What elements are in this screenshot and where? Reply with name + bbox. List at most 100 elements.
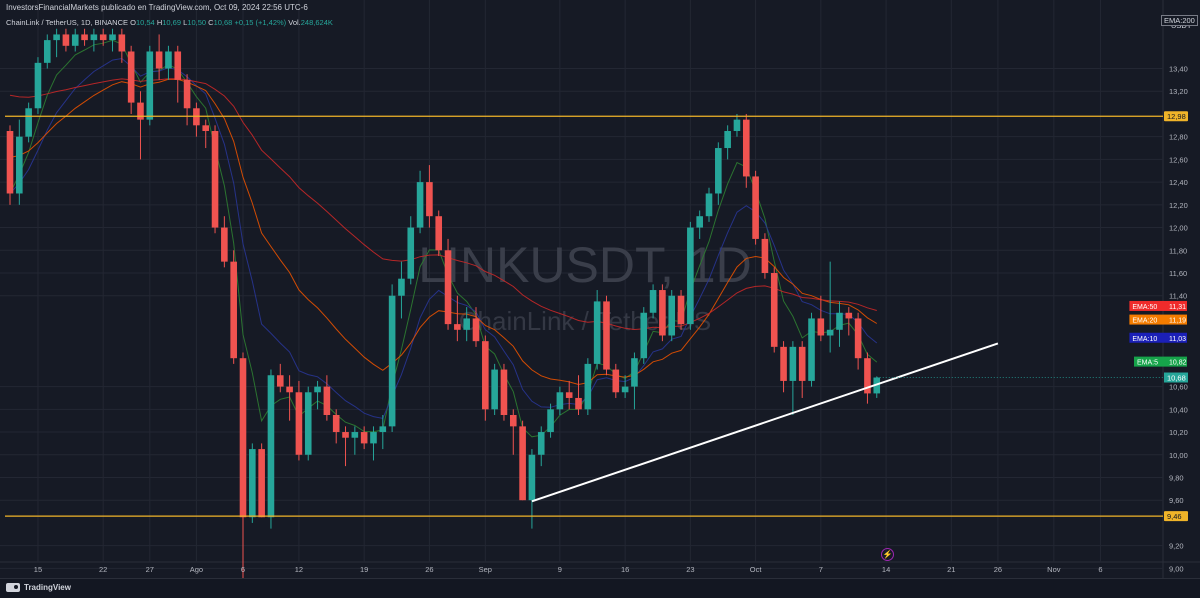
drawings xyxy=(5,115,1163,517)
price-tick-label: 9,80 xyxy=(1169,473,1184,482)
close-value: 10,68 xyxy=(213,18,233,27)
candle-body xyxy=(6,131,14,194)
high-label: H xyxy=(156,18,163,27)
footer: TradingView xyxy=(0,578,1200,598)
last-price-label: 10,68 xyxy=(1167,374,1186,383)
time-tick-label: Sep xyxy=(479,565,492,574)
candle-body xyxy=(659,290,666,336)
candle-body xyxy=(593,301,601,364)
price-tick-label: 10,20 xyxy=(1169,428,1188,437)
lightning-icon[interactable]: ⚡ xyxy=(881,548,894,561)
candle-body xyxy=(584,363,592,410)
time-tick-label: 14 xyxy=(882,565,890,574)
price-tick-label: 9,60 xyxy=(1169,496,1184,505)
candle-body xyxy=(547,409,554,433)
candle-body xyxy=(528,454,536,501)
time-tick-label: 27 xyxy=(146,565,154,574)
candle-body xyxy=(25,108,32,137)
time-tick-label: Ago xyxy=(190,565,203,574)
candle-body xyxy=(99,34,107,41)
ema-tag-label: EMA:10 xyxy=(1132,336,1157,343)
tradingview-brand: TradingView xyxy=(24,583,71,592)
time-tick-label: 21 xyxy=(947,565,955,574)
candle-body xyxy=(239,358,247,518)
time-tick-label: 7 xyxy=(819,565,823,574)
candles xyxy=(6,28,881,586)
candle-body xyxy=(276,375,284,387)
volume-label: Vol. xyxy=(288,18,301,27)
price-tick-label: 11,80 xyxy=(1169,246,1187,255)
candle-body xyxy=(407,227,415,279)
grid-lines xyxy=(0,0,1200,578)
candle-body xyxy=(416,182,424,228)
price-tick-label: 12,60 xyxy=(1169,155,1188,164)
candle-body xyxy=(109,34,116,41)
candle-body xyxy=(789,346,797,381)
candle-body xyxy=(16,136,23,194)
price-tick-label: 12,80 xyxy=(1169,133,1188,142)
candle-body xyxy=(649,290,657,313)
time-axis[interactable]: 15 22 27 Ago 6 12 19 26 Sep 9 16 23 Oct 7 14 21 26 Nov 6 xyxy=(34,565,1103,574)
high-value: 10,69 xyxy=(162,18,182,27)
candle-body xyxy=(71,34,79,46)
candle-body xyxy=(621,386,629,393)
price-tick-label: 10,00 xyxy=(1169,451,1188,460)
candle-body xyxy=(426,182,433,217)
close-label: C xyxy=(208,18,214,27)
candle-body xyxy=(509,415,517,427)
candle-body xyxy=(556,392,564,410)
candle-body xyxy=(258,449,265,518)
time-tick-label: 16 xyxy=(621,565,629,574)
candle-body xyxy=(267,375,275,518)
candle-body xyxy=(668,295,676,336)
symbol-desc[interactable]: ChainLink / TetherUS, 1D, BINANCE xyxy=(6,18,128,27)
candle-body xyxy=(491,369,498,410)
ema-20-line xyxy=(9,78,878,386)
candle-body xyxy=(379,426,387,433)
candle-body xyxy=(444,250,452,325)
candle-body xyxy=(332,415,340,433)
ema-tag-value: 11,19 xyxy=(1169,318,1186,325)
candle-body xyxy=(351,432,359,438)
candle-body xyxy=(696,216,703,228)
hline-price-label: 9,46 xyxy=(1167,512,1182,521)
candle-body xyxy=(537,432,545,455)
time-tick-label: 12 xyxy=(295,565,303,574)
candle-body xyxy=(677,295,685,325)
candle-body xyxy=(463,318,470,330)
candle-body xyxy=(519,426,526,501)
price-tick-label: 13,40 xyxy=(1169,65,1188,74)
price-tick-label: 10,60 xyxy=(1169,383,1188,392)
candle-body xyxy=(286,386,293,393)
open-value: 10,54 xyxy=(135,18,155,27)
candle-body xyxy=(845,312,853,319)
candle-body xyxy=(770,273,778,347)
tradingview-logo[interactable]: TradingView xyxy=(6,583,71,593)
last-price-tag xyxy=(1164,372,1188,383)
candle-body xyxy=(435,216,443,251)
candle-body xyxy=(230,261,237,359)
ema-tag xyxy=(1129,332,1187,343)
candle-body xyxy=(705,193,713,217)
candle-body xyxy=(687,227,694,325)
candle-body xyxy=(146,51,154,120)
candle-body xyxy=(43,40,51,63)
ema200-legend[interactable]: EMA:200 xyxy=(1161,15,1198,26)
candle-body xyxy=(155,51,163,69)
ema-tag xyxy=(1134,356,1187,367)
candle-body xyxy=(221,227,228,262)
candle-body xyxy=(482,341,489,410)
price-chart[interactable]: LINKUSDT, 1D ChainLink / Tether US 9,009… xyxy=(0,0,1200,586)
candle-body xyxy=(575,397,582,410)
hline-price-tag xyxy=(1164,511,1188,522)
candle-body xyxy=(81,34,88,41)
candle-body xyxy=(90,34,98,41)
price-tick-label: 11,40 xyxy=(1169,292,1187,301)
candle-body xyxy=(472,318,480,342)
price-tick-label: 9,00 xyxy=(1169,564,1184,573)
candle-body xyxy=(370,432,377,444)
price-tick-label: 11,60 xyxy=(1169,269,1187,278)
price-axis[interactable]: 9,00 9,20 9,60 9,80 10,00 10,20 10,40 10,60 11,4… xyxy=(1129,21,1192,573)
trend-line[interactable] xyxy=(531,342,999,503)
